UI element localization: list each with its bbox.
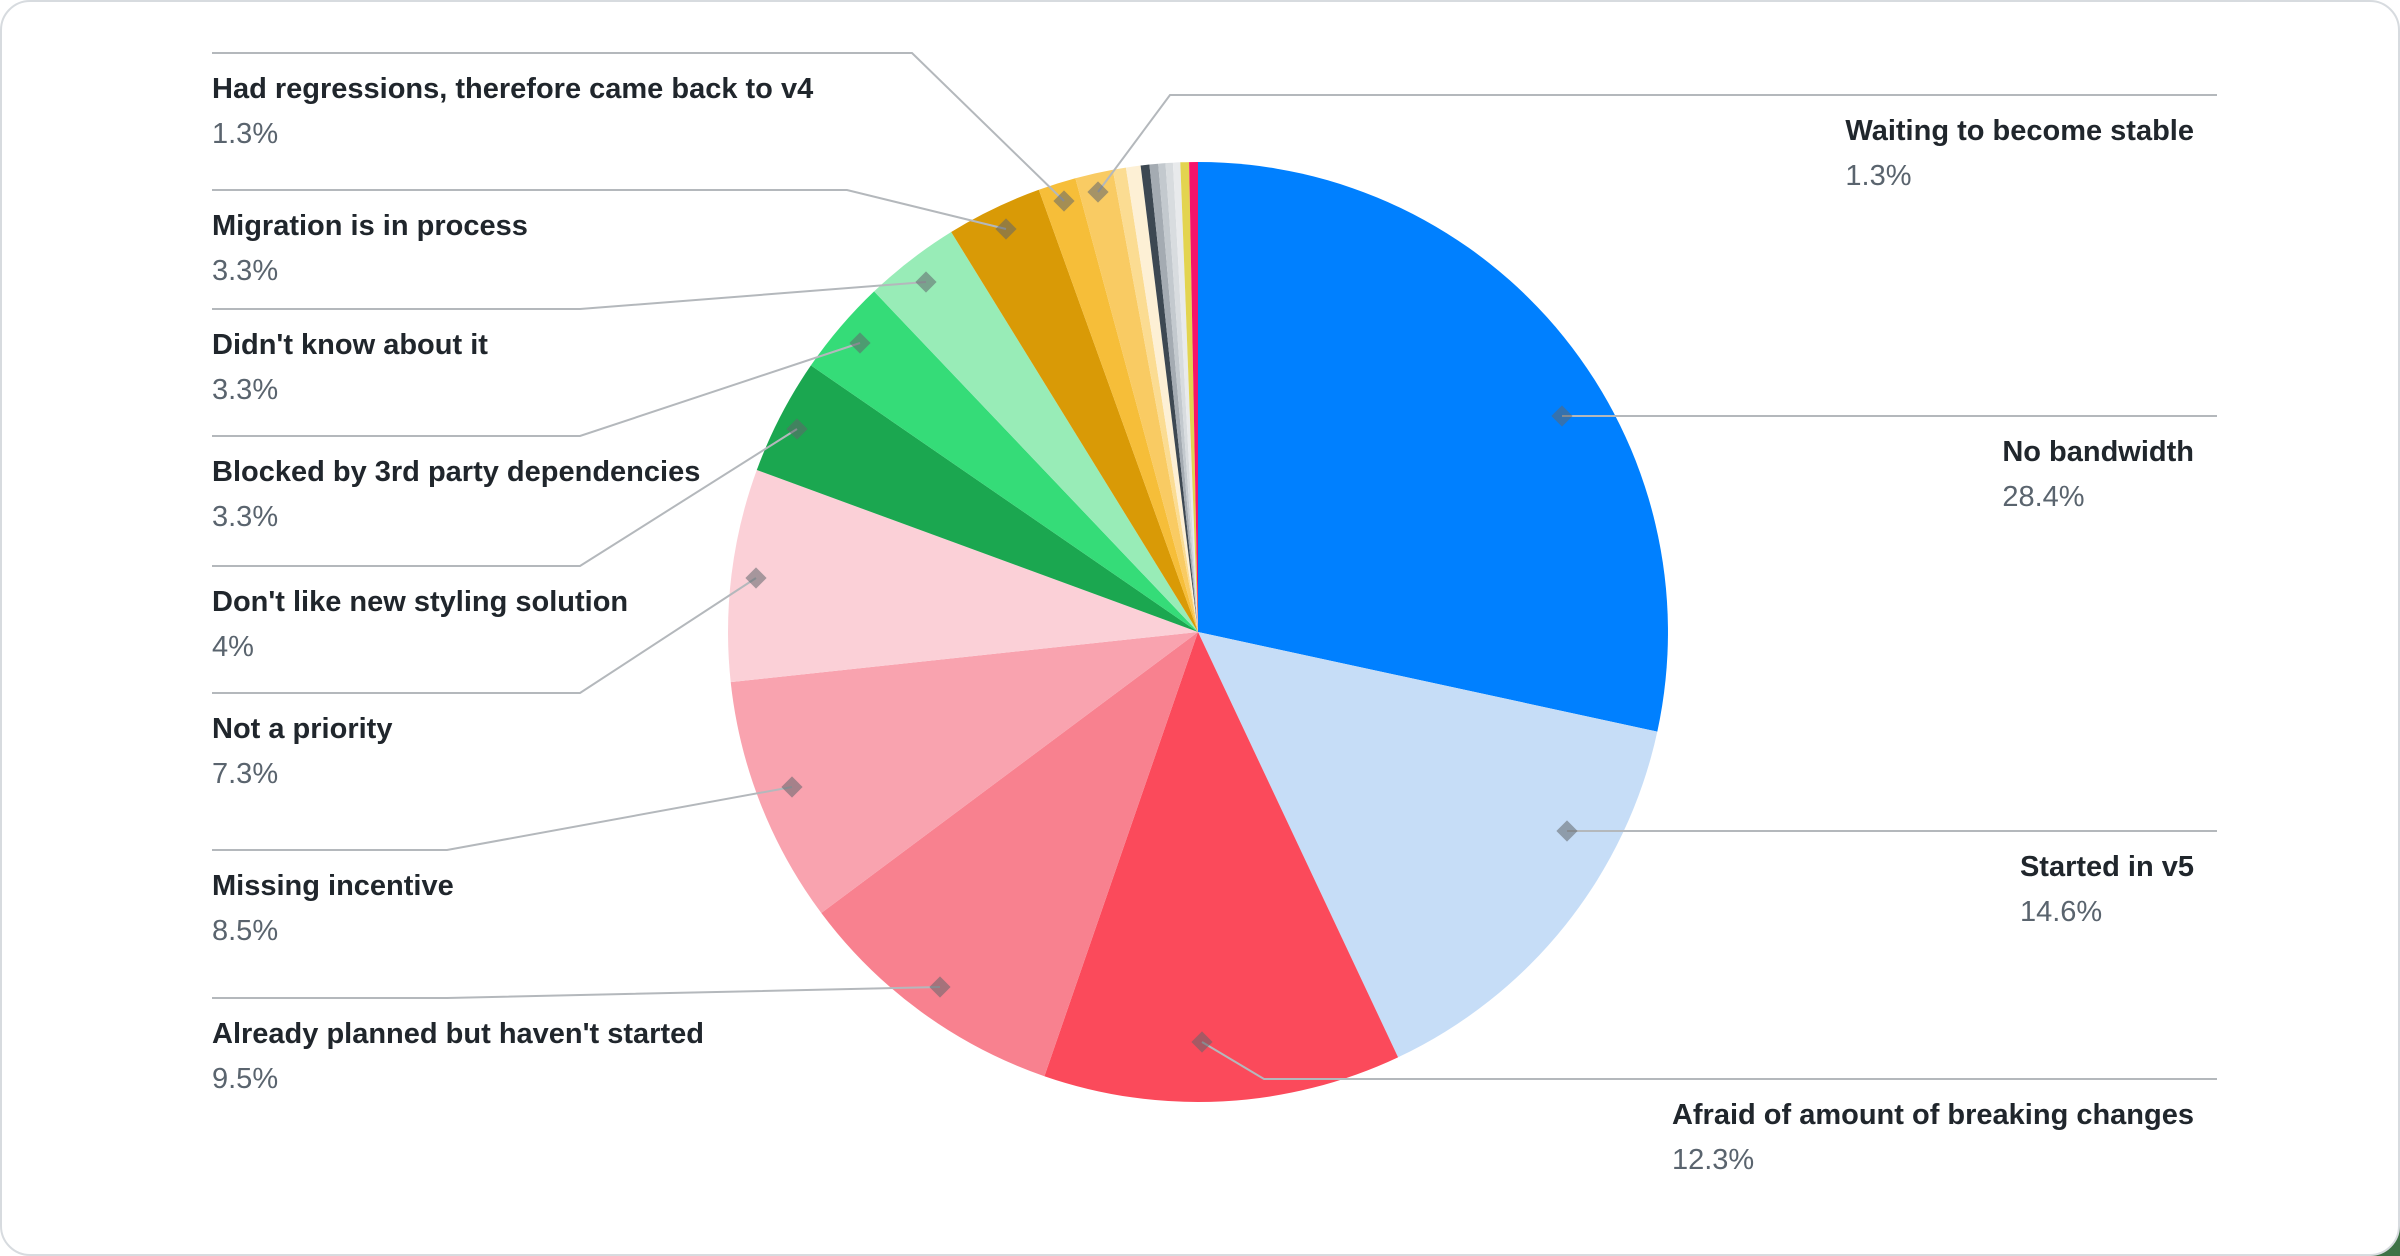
pie-slice-other-5[interactable] [1158, 163, 1198, 632]
callout-title: Migration is in process [212, 210, 528, 242]
callout-percent: 14.6% [2019, 896, 2103, 928]
callout-label-waiting-stable: Waiting to become stable 1.3% [1845, 115, 2194, 191]
pie-slice-other-9[interactable] [1189, 162, 1198, 632]
callout-diamond-icon-already-planned [929, 976, 951, 998]
callout-label-missing-incentive: Missing incentive 8.5% [212, 870, 454, 946]
callout-label-no-bandwidth: No bandwidth 28.4% [2002, 436, 2194, 512]
callout-title: Already planned but haven't started [212, 1018, 704, 1050]
callout-percent: 4% [212, 631, 254, 663]
callout-title: Don't like new styling solution [212, 586, 629, 618]
callout-diamond-icon-didnt-know [915, 271, 937, 293]
callout-line-had-regressions [212, 52, 1065, 202]
pie-slice-didnt-know[interactable] [874, 232, 1198, 632]
callout-percent: 1.3% [1845, 160, 1912, 192]
callout-title: Blocked by 3rd party dependencies [212, 456, 701, 488]
callout-line-waiting-stable [1097, 94, 2217, 193]
callout-label-dont-like-styling: Don't like new styling solution 4% [212, 586, 628, 662]
pie-slice-already-planned[interactable] [821, 632, 1198, 1077]
pie-slice-no-bandwidth[interactable] [1198, 162, 1668, 732]
pie-slice-had-regressions[interactable] [1038, 178, 1198, 633]
callout-percent: 3.3% [212, 374, 279, 406]
pie-slice-other-1[interactable] [1112, 167, 1198, 632]
callout-title: Started in v5 [2019, 851, 2194, 883]
pie-slice-other-7[interactable] [1172, 162, 1198, 633]
callout-diamond-icon-dont-like-styling [786, 418, 808, 440]
pie-slice-other-3[interactable] [1140, 164, 1198, 633]
callout-label-not-a-priority: Not a priority 7.3% [212, 713, 392, 789]
callout-label-afraid-breaking-changes: Afraid of amount of breaking changes 12.3… [1672, 1099, 2194, 1175]
pie-slice-other-6[interactable] [1165, 162, 1199, 632]
callout-line-not-a-priority [212, 577, 757, 694]
callout-line-missing-incentive [212, 786, 793, 851]
callout-percent: 8.5% [212, 915, 279, 947]
callout-title: Had regressions, therefore came back to … [212, 73, 814, 105]
callout-label-blocked-3rd-party: Blocked by 3rd party dependencies 3.3% [212, 456, 700, 532]
callout-percent: 3.3% [212, 255, 279, 287]
pie-slice-dont-like-styling[interactable] [756, 365, 1198, 632]
pie-slice-afraid-breaking-changes[interactable] [1044, 632, 1399, 1103]
callout-diamond-icon-blocked-3rd-party [849, 332, 871, 354]
callout-percent: 9.5% [212, 1063, 279, 1095]
callout-title: Afraid of amount of breaking changes [1671, 1099, 2194, 1131]
callout-percent: 28.4% [2002, 481, 2085, 513]
callout-diamond-icon-not-a-priority [745, 567, 767, 589]
pie-slice-other-2[interactable] [1125, 165, 1198, 633]
callout-title: Didn't know about it [212, 329, 488, 361]
callout-percent: 1.3% [212, 118, 279, 150]
callout-diamond-icon-migration-in-process [995, 218, 1017, 240]
callout-title: Missing incentive [212, 870, 454, 902]
callout-label-started-in-v5: Started in v5 14.6% [2020, 851, 2194, 927]
pie-slice-other-4[interactable] [1149, 163, 1198, 632]
callout-diamond-icon-missing-incentive [781, 776, 803, 798]
pie-slice-migration-in-process[interactable] [951, 189, 1198, 633]
callout-line-blocked-3rd-party [212, 342, 861, 437]
callout-label-didnt-know: Didn't know about it 3.3% [212, 329, 488, 405]
callout-line-didnt-know [212, 281, 927, 310]
callout-label-already-planned: Already planned but haven't started 9.5% [212, 1018, 704, 1094]
callout-line-already-planned [212, 986, 941, 999]
callout-line-migration-in-process [212, 189, 1007, 230]
pie-slice-other-8[interactable] [1180, 162, 1198, 632]
callout-diamond-icon-started-in-v5 [1556, 820, 1578, 842]
pie-slice-not-a-priority[interactable] [728, 470, 1198, 683]
callout-label-had-regressions: Had regressions, therefore came back to … [212, 73, 813, 149]
callout-title: No bandwidth [2002, 436, 2194, 468]
callout-percent: 3.3% [212, 501, 279, 533]
pie-slice-waiting-stable[interactable] [1075, 169, 1198, 633]
callout-label-migration-in-process: Migration is in process 3.3% [212, 210, 528, 286]
pie-slice-missing-incentive[interactable] [730, 632, 1198, 913]
callout-line-afraid-breaking-changes [1201, 1041, 2217, 1080]
callout-percent: 7.3% [212, 758, 279, 790]
callout-title: Waiting to become stable [1845, 115, 2194, 147]
callout-title: Not a priority [212, 713, 393, 745]
callout-line-dont-like-styling [212, 428, 798, 567]
pie-slice-blocked-3rd-party[interactable] [810, 291, 1198, 632]
callout-percent: 12.3% [1671, 1144, 1755, 1176]
pie-slice-started-in-v5[interactable] [1198, 632, 1658, 1058]
